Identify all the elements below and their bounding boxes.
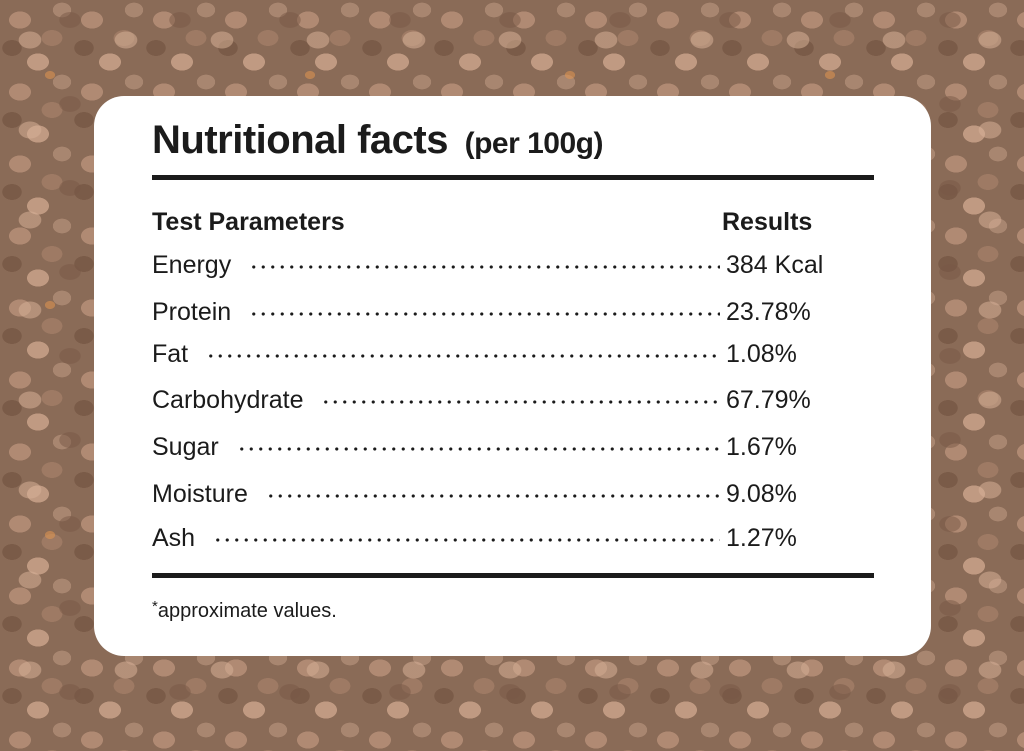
row-parameter: Carbohydrate <box>152 385 304 414</box>
dot-leader <box>265 494 720 498</box>
table-row: Fat 1.08% <box>152 337 874 371</box>
dot-leader <box>206 354 720 358</box>
top-divider <box>152 175 874 180</box>
row-parameter: Ash <box>152 523 196 552</box>
row-value: 23.78% <box>726 297 811 326</box>
row-value: 1.08% <box>726 339 797 368</box>
footnote: *approximate values. <box>152 598 337 623</box>
footnote-marker: * <box>152 598 158 615</box>
dot-leader <box>213 538 720 542</box>
row-value: 67.79% <box>726 385 811 414</box>
row-parameter: Energy <box>152 250 232 279</box>
dot-leader <box>249 312 720 316</box>
row-parameter: Sugar <box>152 432 219 461</box>
table-row: Ash 1.27% <box>152 521 874 555</box>
nutrition-card: Nutritional facts (per 100g) Test Parame… <box>94 96 931 656</box>
row-value: 1.27% <box>726 523 797 552</box>
footnote-text: approximate values. <box>157 600 337 622</box>
dot-leader <box>236 447 720 451</box>
row-parameter: Protein <box>152 297 232 326</box>
table-row: Moisture 9.08% <box>152 477 874 511</box>
dot-leader <box>249 265 720 269</box>
row-value: 1.67% <box>726 432 797 461</box>
title-main: Nutritional facts <box>152 118 448 162</box>
row-parameter: Fat <box>152 339 189 368</box>
title-suffix: (per 100g) <box>464 127 604 160</box>
card-title: Nutritional facts (per 100g) <box>152 118 604 163</box>
row-value: 9.08% <box>726 479 797 508</box>
table-row: Energy 384 Kcal <box>152 248 874 282</box>
table-row: Sugar 1.67% <box>152 430 874 464</box>
dot-leader <box>321 400 720 404</box>
header-parameter: Test Parameters <box>152 208 345 236</box>
row-parameter: Moisture <box>152 479 248 508</box>
header-result: Results <box>722 208 813 236</box>
row-value: 384 Kcal <box>726 250 824 279</box>
table-row: Protein 23.78% <box>152 295 874 329</box>
table-row: Carbohydrate 67.79% <box>152 383 874 417</box>
bottom-divider <box>152 573 874 578</box>
